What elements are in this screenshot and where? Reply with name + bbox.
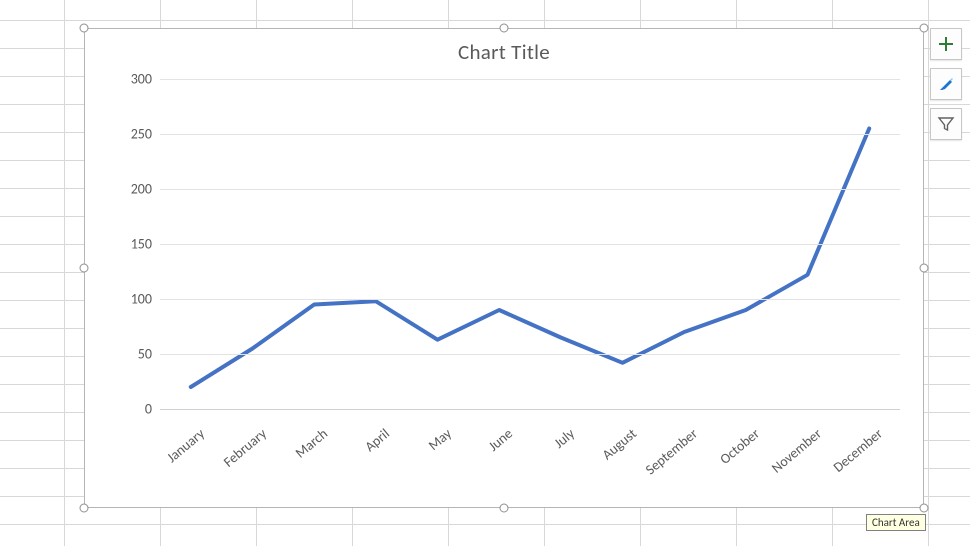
y-tick-label: 0 [110,401,152,418]
chart-object[interactable]: Chart Title 050100150200250300 JanuaryFe… [84,28,924,508]
plus-icon [937,35,955,53]
selection-handle[interactable] [80,24,89,33]
gridline [160,354,900,355]
x-tick-label: December [830,425,886,476]
chart-styles-button[interactable] [930,68,962,100]
chart-filters-button[interactable] [930,108,962,140]
chart-area-tooltip: Chart Area [866,514,926,531]
gridline [160,244,900,245]
x-tick-label: January [163,425,208,466]
plot-area[interactable]: 050100150200250300 [160,79,900,409]
y-tick-label: 300 [110,71,152,88]
y-tick-label: 200 [110,181,152,198]
gridline [160,79,900,80]
selection-handle[interactable] [920,24,929,33]
funnel-icon [937,115,955,133]
chart-elements-button[interactable] [930,28,962,60]
x-tick-label: October [716,425,762,468]
selection-handle[interactable] [500,24,509,33]
selection-handle[interactable] [80,264,89,273]
selection-handle[interactable] [920,504,929,513]
gridline [160,409,900,410]
selection-handle[interactable] [80,504,89,513]
x-tick-label: August [598,425,639,463]
x-tick-label: July [550,425,577,452]
data-series-line[interactable] [191,129,869,388]
x-tick-label: June [485,425,516,455]
x-axis-labels: January February March April May June July Augu… [160,419,900,504]
x-tick-label: September [642,425,701,478]
gridline [160,134,900,135]
chart-title[interactable]: Chart Title [85,29,923,71]
floating-chart-tools [930,28,962,140]
selection-handle[interactable] [500,504,509,513]
paintbrush-icon [937,75,955,93]
x-tick-label: May [425,425,455,454]
x-tick-label: November [768,425,825,477]
gridline [160,189,900,190]
y-tick-label: 100 [110,291,152,308]
selection-handle[interactable] [920,264,929,273]
y-tick-label: 150 [110,236,152,253]
x-tick-label: February [220,425,270,471]
y-tick-label: 50 [110,346,152,363]
x-tick-label: March [292,425,331,462]
gridline [160,299,900,300]
y-tick-label: 250 [110,126,152,143]
x-tick-label: April [361,425,392,455]
